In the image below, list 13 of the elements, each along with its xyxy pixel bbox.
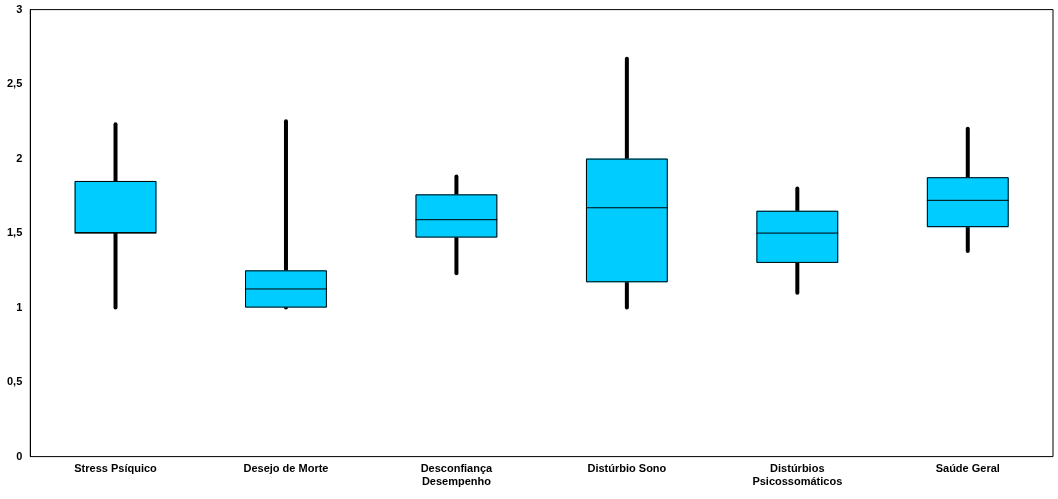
x-tick-label: Saúde Geral [935,462,1000,475]
y-tick-label: 1 [16,300,23,313]
y-tick-label: 1,5 [6,226,23,239]
x-tick-label: Desconfiança Desempenho [420,462,494,488]
y-tick-label: 0 [16,449,23,462]
y-tick-label: 3 [16,2,23,15]
x-tick-label: Desejo de Morte [243,462,329,475]
x-tick-label: Stress Psíquico [74,462,158,475]
x-tick-label: Distúrbio Sono [587,462,667,475]
x-tick-label: Distúrbios Psicossomáticos [752,462,843,488]
y-tick-label: 0,5 [6,375,23,388]
y-tick-label: 2 [16,151,23,164]
y-tick-label: 2,5 [6,77,23,90]
